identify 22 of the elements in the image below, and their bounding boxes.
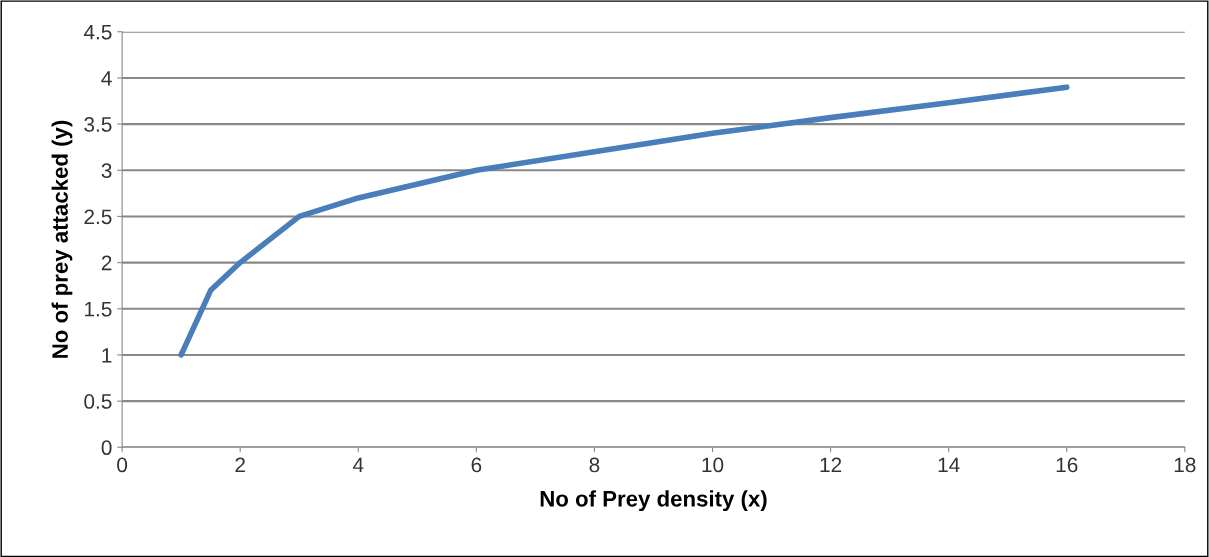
- y-tick-label: 4.5: [83, 24, 112, 40]
- x-tick-label: 16: [1056, 457, 1078, 473]
- x-tick-label: 6: [471, 457, 482, 473]
- y-tick-label: 1.5: [85, 301, 112, 317]
- y-axis-title: No of prey attacked (y): [51, 120, 73, 358]
- x-tick-label: 14: [938, 457, 960, 473]
- x-tick-label: 4: [352, 457, 364, 473]
- y-tick-label: 2: [101, 255, 112, 271]
- y-tick-label: 4: [101, 71, 112, 86]
- y-tick-label: 1: [102, 348, 112, 363]
- x-tick-label: 0: [117, 457, 128, 473]
- x-tick-label: 18: [1174, 457, 1196, 473]
- x-tick-label: 10: [702, 457, 724, 473]
- x-tick-label: 8: [589, 457, 600, 473]
- y-tick-label: 0.5: [84, 394, 112, 409]
- x-tick-label: 2: [235, 457, 245, 473]
- x-tick-label: 12: [820, 457, 842, 473]
- y-tick-label: 3.5: [84, 117, 112, 132]
- x-axis-title: No of Prey density (x): [540, 490, 767, 512]
- y-tick-label: 3: [101, 163, 112, 179]
- y-tick-label: 0: [101, 440, 112, 456]
- y-tick-label: 2.5: [84, 209, 112, 225]
